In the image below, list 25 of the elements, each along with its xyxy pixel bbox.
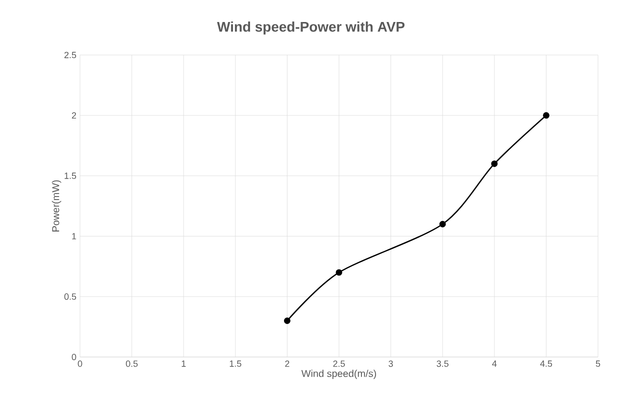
x-tick-label: 2 (285, 360, 290, 367)
y-tick-label: 1 (72, 233, 76, 240)
point (284, 318, 290, 324)
x-tick-label: 4 (492, 360, 497, 367)
point (491, 160, 498, 167)
x-tick-label: 1.5 (230, 360, 242, 367)
point (542, 112, 550, 119)
x-tick-label: 4.5 (540, 360, 552, 367)
x-axis-title: Wind speed(m/s) (301, 370, 376, 379)
x-tick-label: 0 (78, 360, 82, 367)
y-tick-label: 0.5 (64, 293, 76, 300)
y-tick-label: 2.5 (64, 52, 76, 58)
x-tick-label: 3 (388, 360, 393, 367)
x-tick-label: 2.5 (333, 360, 345, 367)
point (336, 269, 342, 276)
x-tick-label: 3.5 (436, 360, 448, 367)
chart-title: Wind speed-Power with AVP (217, 21, 405, 34)
y-tick-label: 0 (72, 354, 76, 360)
x-tick-label: 0.5 (126, 360, 138, 367)
y-tick-label: 2 (72, 112, 76, 119)
x-tick-label: 5 (596, 360, 600, 367)
point (439, 220, 446, 228)
x-tick-label: 1 (182, 360, 186, 367)
y-tick-label: 1.5 (64, 172, 76, 179)
y-axis-title: Power(mW) (52, 180, 62, 232)
